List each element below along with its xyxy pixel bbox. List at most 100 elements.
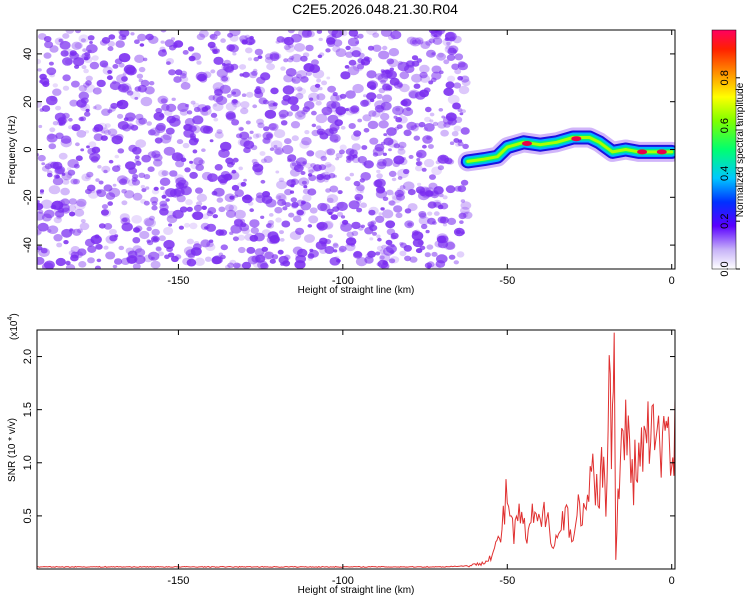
noise-blob xyxy=(447,159,455,165)
noise-blob xyxy=(78,261,87,268)
noise-blob xyxy=(427,217,436,225)
noise-blob xyxy=(128,167,138,175)
noise-blob xyxy=(210,69,216,74)
noise-blob xyxy=(383,137,394,146)
noise-blob xyxy=(368,209,376,216)
noise-blob xyxy=(39,189,45,193)
noise-blob xyxy=(62,33,70,39)
noise-blob xyxy=(89,61,100,70)
noise-blob xyxy=(234,209,246,219)
noise-blob xyxy=(231,184,240,191)
noise-blob xyxy=(43,36,52,43)
noise-blob xyxy=(101,127,109,134)
noise-blob xyxy=(283,254,291,261)
noise-blob xyxy=(398,158,408,166)
noise-blob xyxy=(165,198,170,202)
noise-blob xyxy=(332,242,339,247)
noise-blob xyxy=(38,209,44,214)
noise-blob xyxy=(308,215,319,224)
noise-blob xyxy=(411,55,419,61)
noise-blob xyxy=(348,123,356,129)
noise-blob xyxy=(360,99,369,107)
noise-blob xyxy=(404,255,412,262)
noise-blob xyxy=(176,194,186,203)
noise-blob xyxy=(118,245,125,251)
noise-blob xyxy=(138,172,146,178)
noise-blob xyxy=(246,91,254,98)
noise-blob xyxy=(435,260,446,268)
noise-blob xyxy=(309,207,318,214)
noise-blob xyxy=(457,108,463,113)
noise-blob xyxy=(112,64,119,69)
noise-blob xyxy=(274,206,283,214)
noise-blob xyxy=(60,135,72,144)
noise-blob xyxy=(163,227,174,235)
noise-blob xyxy=(212,102,224,112)
noise-blob xyxy=(106,75,113,81)
noise-blob xyxy=(433,211,440,216)
noise-blob xyxy=(266,63,275,71)
noise-blob xyxy=(356,63,365,70)
noise-blob xyxy=(149,127,161,136)
noise-blob xyxy=(78,85,88,92)
noise-blob xyxy=(423,87,431,93)
noise-blob xyxy=(345,90,356,99)
noise-blob xyxy=(69,228,73,232)
noise-blob xyxy=(261,195,273,204)
noise-blob xyxy=(141,188,147,193)
noise-blob xyxy=(227,262,235,269)
noise-blob xyxy=(257,122,265,129)
noise-blob xyxy=(86,184,96,192)
signal-peak xyxy=(637,149,648,155)
noise-blob xyxy=(189,171,198,179)
noise-blob xyxy=(356,207,363,213)
noise-blob xyxy=(453,82,462,89)
snr-panel: -150 -100 -50 0 0.5 1.0 1.5 2.0 Height of strai… xyxy=(7,313,676,596)
noise-blob xyxy=(295,93,304,100)
noise-blob xyxy=(268,102,278,110)
noise-blob xyxy=(346,155,352,160)
noise-blob xyxy=(168,69,176,76)
noise-blob xyxy=(432,121,439,126)
noise-blob xyxy=(330,214,338,221)
x-tick-label: -50 xyxy=(499,575,515,587)
noise-blob xyxy=(412,230,419,236)
noise-blob xyxy=(59,120,66,126)
noise-blob xyxy=(453,125,462,132)
noise-blob xyxy=(392,161,400,168)
noise-blob xyxy=(366,92,377,101)
noise-blob xyxy=(69,50,77,56)
noise-blob xyxy=(434,240,444,248)
noise-blob xyxy=(61,228,73,238)
noise-blob xyxy=(186,110,193,115)
noise-blob xyxy=(219,229,228,236)
noise-blob xyxy=(193,157,204,166)
noise-blob xyxy=(284,202,291,208)
noise-blob xyxy=(435,160,441,165)
noise-blob xyxy=(334,108,346,118)
noise-blob xyxy=(200,239,211,248)
noise-blob xyxy=(421,223,428,230)
noise-blob xyxy=(50,204,57,210)
noise-blob xyxy=(344,176,351,181)
noise-blob xyxy=(334,255,340,260)
noise-blob xyxy=(242,71,250,78)
noise-blob xyxy=(419,64,430,74)
noise-blob xyxy=(335,157,340,161)
noise-blob xyxy=(101,204,109,210)
noise-blob xyxy=(196,201,203,207)
noise-blob xyxy=(216,197,224,203)
noise-blob xyxy=(178,225,184,230)
noise-blob xyxy=(345,148,355,156)
noise-blob xyxy=(100,130,106,134)
noise-blob xyxy=(281,37,291,44)
noise-blob xyxy=(261,229,272,238)
noise-blob xyxy=(291,53,302,63)
noise-blob xyxy=(101,37,111,44)
noise-blob xyxy=(294,43,306,52)
noise-blob xyxy=(254,248,265,257)
noise-blob xyxy=(388,170,397,177)
noise-blob xyxy=(162,132,173,141)
noise-blob xyxy=(308,174,317,182)
noise-blob xyxy=(73,57,85,67)
